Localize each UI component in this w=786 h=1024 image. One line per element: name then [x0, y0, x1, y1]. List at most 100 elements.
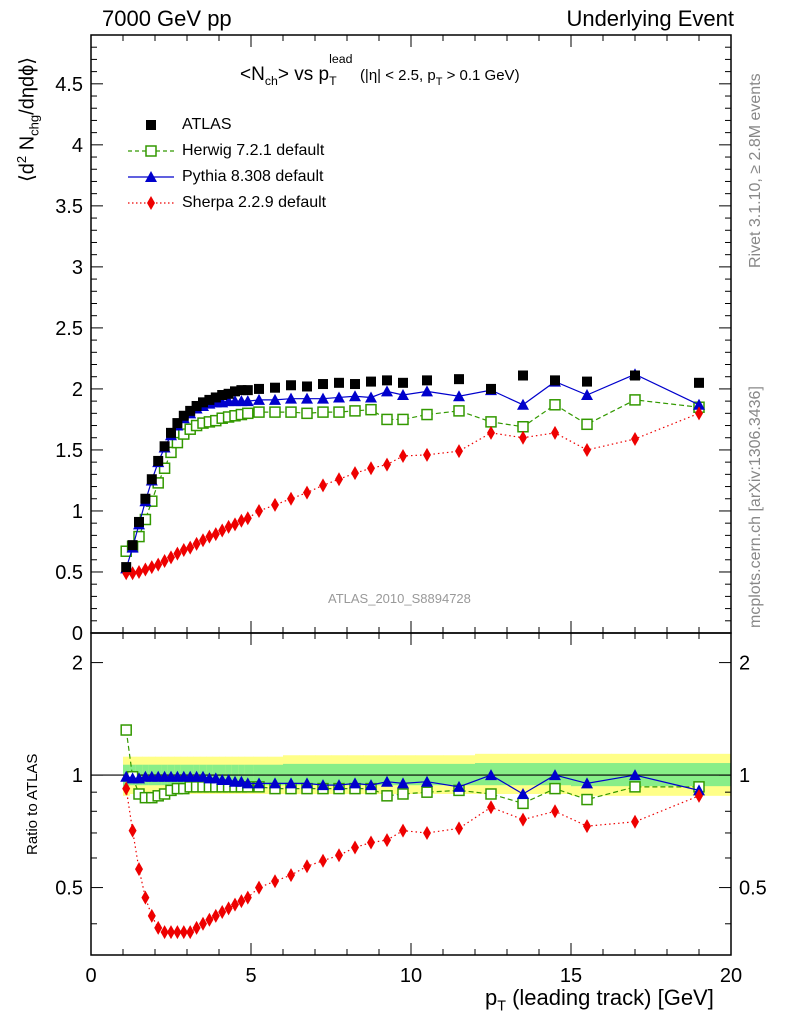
atlas-data-point — [140, 493, 151, 504]
ratio-point — [271, 874, 279, 889]
data-point — [453, 405, 465, 417]
data-point — [154, 557, 163, 572]
ratio-point — [287, 868, 295, 883]
data-point — [397, 389, 409, 401]
ratio-point — [551, 804, 559, 819]
ratio-point — [583, 819, 591, 834]
ratio-point — [285, 777, 297, 789]
ratio-point — [485, 769, 497, 781]
y-tick-label: 0.5 — [55, 562, 83, 584]
data-point — [453, 390, 465, 402]
y-tick-label: 1.5 — [55, 440, 83, 462]
data-point — [319, 478, 327, 493]
data-point — [695, 406, 703, 421]
ratio-point — [487, 800, 495, 815]
data-point — [367, 461, 375, 476]
data-point — [253, 406, 265, 418]
ratio-point — [333, 779, 345, 791]
atlas-marker-icon — [146, 120, 156, 130]
header-right: Underlying Event — [566, 6, 734, 31]
data-point — [519, 430, 527, 445]
ratio-point — [455, 821, 463, 836]
ratio-point — [141, 890, 150, 905]
ratio-point — [631, 814, 639, 829]
data-point — [269, 406, 281, 418]
ratio-point — [399, 823, 407, 838]
atlas-data-point — [153, 455, 164, 466]
legend-entry-sherpa: Sherpa 2.2.9 default — [128, 190, 326, 216]
atlas-data-point — [550, 375, 560, 386]
atlas-data-point — [172, 418, 183, 429]
pythia-marker-icon — [128, 171, 174, 182]
y-tick-label: 3.5 — [55, 196, 83, 218]
atlas-data-point — [198, 397, 208, 408]
atlas-data-point — [127, 540, 138, 551]
data-point — [199, 533, 207, 548]
ratio-point — [319, 853, 327, 868]
legend-label: Sherpa 2.2.9 default — [182, 194, 327, 211]
atlas-data-point — [134, 516, 144, 527]
data-point — [631, 431, 639, 446]
atlas-data-point — [486, 383, 496, 394]
ratio-point — [381, 790, 393, 802]
data-point — [285, 406, 297, 418]
data-point — [581, 418, 593, 431]
data-point — [317, 406, 329, 418]
atlas-data-point — [286, 380, 296, 391]
ratio-point — [218, 905, 227, 920]
legend-entry-pythia: Pythia 8.308 default — [128, 164, 326, 190]
data-point — [365, 403, 377, 416]
ratio-point — [695, 788, 703, 803]
data-point — [133, 530, 145, 543]
data-point — [253, 393, 265, 405]
atlas-data-point — [230, 386, 240, 397]
data-point — [287, 491, 295, 506]
y-tick-label: 2 — [72, 379, 83, 401]
atlas-data-point — [254, 383, 264, 394]
ratio-point — [147, 908, 156, 923]
ratio-point — [241, 777, 254, 789]
legend-entry-atlas: ATLAS — [128, 112, 326, 138]
data-point — [335, 472, 343, 487]
ratio-point — [179, 925, 188, 940]
atlas-data-point — [694, 377, 704, 388]
data-point — [186, 540, 195, 555]
y-tick-label: 4.5 — [55, 74, 83, 96]
ratio-point — [381, 775, 393, 787]
data-point — [551, 425, 559, 440]
data-point — [269, 393, 281, 405]
data-point — [421, 408, 433, 421]
data-point — [421, 385, 433, 397]
data-point — [517, 421, 529, 433]
ratio-point — [629, 769, 641, 781]
data-point — [455, 444, 463, 459]
y-tick-label: 4 — [72, 135, 83, 157]
data-point — [301, 407, 313, 420]
ratio-point — [154, 920, 163, 935]
ratio-y-tick-label: 1 — [739, 765, 750, 787]
data-point — [205, 529, 214, 544]
data-point — [487, 425, 495, 440]
ratio-y-tick-label: 1 — [72, 765, 83, 787]
ratio-point — [120, 724, 132, 736]
atlas-data-point — [398, 377, 408, 388]
data-point — [237, 513, 246, 528]
ratio-point — [397, 777, 409, 789]
data-point — [241, 395, 254, 407]
y-tick-label: 2.5 — [55, 318, 83, 340]
data-point — [381, 385, 393, 397]
legend-entry-herwig: Herwig 7.2.1 default — [128, 138, 326, 164]
ratio-point — [365, 779, 377, 791]
data-point — [333, 391, 345, 403]
atlas-data-point — [236, 385, 247, 396]
atlas-data-point — [242, 385, 253, 396]
x-axis-label: pT (leading track) [GeV] — [485, 985, 714, 1015]
ratio-point — [301, 777, 313, 789]
ratio-point — [192, 920, 201, 935]
atlas-data-point — [159, 441, 170, 452]
ratio-point — [135, 862, 143, 877]
ratio-point — [317, 779, 329, 791]
atlas-data-point — [518, 370, 528, 381]
data-point — [218, 523, 227, 538]
